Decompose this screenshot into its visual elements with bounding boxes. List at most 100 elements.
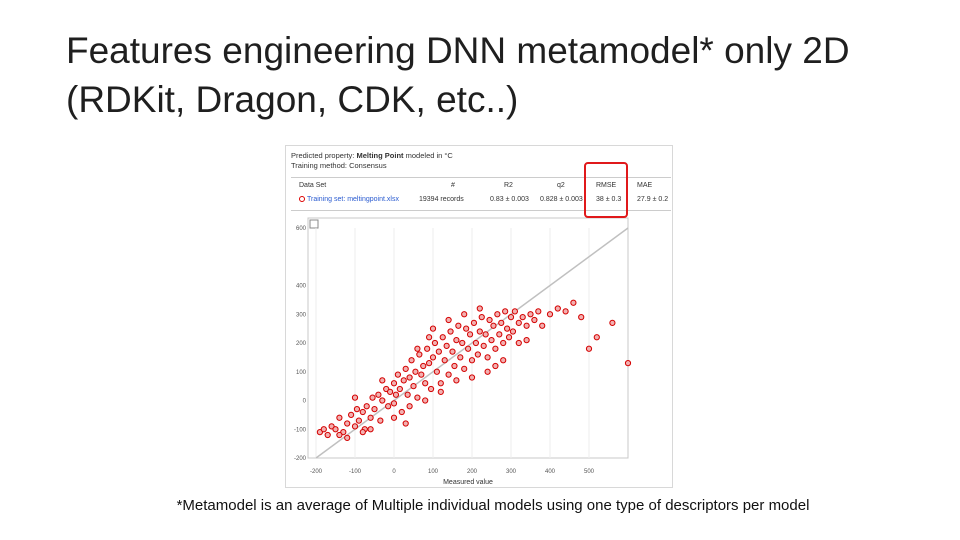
row-rmse: 38 ± 0.3 [596,196,622,203]
y-tick-label: 200 [296,341,307,347]
data-point [344,434,351,441]
row-r2: 0.83 ± 0.003 [490,196,529,203]
footnote: *Metamodel is an average of Multiple ind… [176,497,810,514]
data-point [433,368,440,375]
data-point [394,371,402,378]
data-point [390,380,398,387]
data-point [437,388,444,395]
data-point [546,311,554,318]
data-point [371,406,378,413]
predicted-label: Predicted property: [291,151,355,160]
zoom-reset-icon[interactable] [309,219,319,229]
slide-title-line1: Features engineering DNN metamodel* only… [66,30,850,71]
data-point [593,334,600,341]
data-point [348,411,355,418]
data-point [578,314,585,321]
data-point [527,311,534,318]
data-point [500,339,507,347]
x-tick-label: 200 [467,469,478,475]
x-tick-label: -200 [310,469,323,475]
data-point [402,420,409,427]
data-point [439,334,446,341]
data-point [375,391,382,398]
data-point [320,426,327,433]
slide-title: Features engineering DNN metamodel* only… [66,26,946,124]
rmse-highlight-box [584,162,628,218]
data-point [359,408,366,416]
x-axis-label: Measured value [443,479,493,486]
data-point [496,331,503,338]
y-tick-label: -200 [294,456,307,462]
data-point [379,397,386,404]
data-point [353,406,361,413]
row-dataset: Training set: meltingpoint.xlsx [299,196,399,203]
data-point [398,408,405,416]
data-point [509,328,517,335]
data-point [468,357,476,364]
data-point [515,339,522,347]
data-point [505,334,513,341]
data-point [410,383,417,390]
data-point [476,305,483,312]
data-point [502,308,509,315]
data-point [453,337,460,344]
data-point [478,314,485,321]
scatter-plot: -200 -100 0 100 200 300 400 600 -200 -100 0 100 200… [294,217,632,486]
data-point [490,322,497,329]
y-tick-label: 600 [296,226,307,232]
data-point [465,345,472,352]
x-tick-label: 300 [506,469,517,475]
data-point [449,348,456,355]
data-point [531,316,538,324]
data-point [504,325,511,332]
y-tick-label: 100 [296,370,307,376]
data-point [468,374,476,381]
row-count: 19394 records [419,196,464,203]
y-tick-label: -100 [294,427,307,433]
col-header-q2: q2 [557,182,565,189]
row-mae: 27.9 ± 0.2 [637,196,669,203]
data-point [480,342,487,349]
data-point [363,403,370,410]
data-point [359,429,366,436]
data-point [422,380,429,387]
data-point [507,314,515,321]
data-point [441,357,448,364]
x-tick-labels: -200 -100 0 100 200 300 400 500 [310,469,595,475]
predicted-property-line: Predicted property: Melting Point modele… [291,151,453,160]
data-point [387,388,394,395]
data-point [336,431,343,439]
data-point [379,377,386,384]
data-point [466,331,474,338]
data-point [396,385,403,393]
data-point [406,403,413,410]
data-point [336,414,343,421]
data-point [447,328,454,335]
data-point [511,308,518,315]
x-tick-label: -100 [349,469,362,475]
data-point [500,357,507,364]
data-point [414,345,421,352]
data-point [437,380,444,387]
col-header-dataset: Data Set [299,182,327,189]
data-point [351,423,359,430]
y-tick-label: 0 [303,399,307,405]
row-q2: 0.828 ± 0.003 [540,196,583,203]
data-point [443,342,450,349]
data-point [515,319,522,326]
data-point [412,368,419,375]
data-point [422,397,429,404]
data-point [427,385,435,393]
data-point [435,348,442,355]
data-point [385,403,392,410]
data-point [523,322,530,329]
data-point [539,322,546,329]
data-point [418,371,425,378]
data-point [414,394,421,401]
data-point [344,420,351,427]
data-point [494,311,501,318]
grid [315,228,590,458]
data-point [453,377,460,384]
data-point [484,354,491,361]
data-point [570,299,577,306]
